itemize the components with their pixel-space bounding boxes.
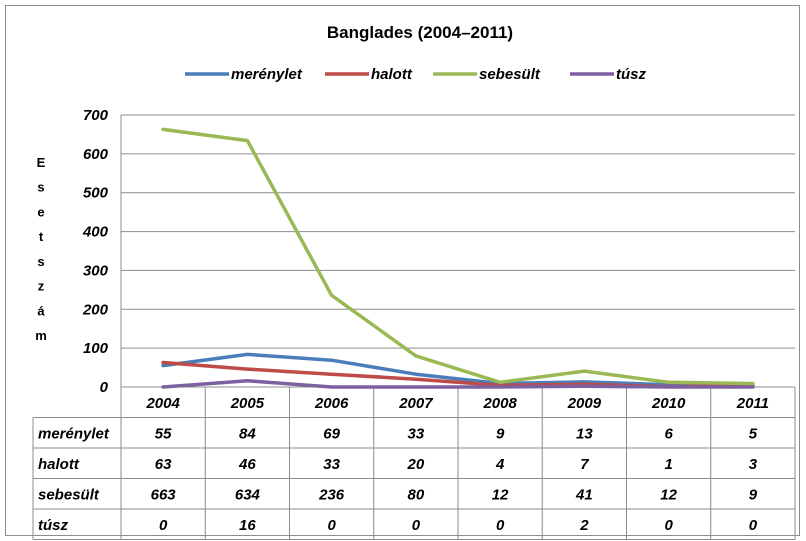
data-label-tusz-2009: 2 (579, 517, 589, 534)
data-label-merenylet-2007: 33 (408, 426, 425, 443)
data-label-halott-2009: 7 (580, 456, 589, 473)
y-axis-label-letter: E (37, 155, 46, 170)
data-label-halott-2010: 1 (664, 456, 672, 473)
data-label-tusz-2008: 0 (496, 517, 505, 534)
data-label-halott-2007: 20 (407, 456, 425, 473)
legend-label-sebesult: sebesült (479, 66, 541, 83)
data-label-merenylet-2006: 69 (323, 426, 340, 443)
data-label-sebesult-2005: 634 (235, 487, 261, 504)
x-tick-2005: 2005 (230, 395, 265, 412)
x-tick-2008: 2008 (482, 395, 517, 412)
data-label-sebesult-2007: 80 (408, 487, 425, 504)
y-tick-600: 600 (83, 146, 109, 163)
data-label-tusz-2006: 0 (327, 517, 336, 534)
y-axis-label-letter: e (37, 204, 44, 219)
data-label-merenylet-2008: 9 (496, 426, 505, 443)
data-label-merenylet-2011: 5 (749, 426, 758, 443)
legend-label-merenylet: merénylet (231, 66, 303, 83)
data-label-sebesult-2008: 12 (492, 487, 509, 504)
table-row-label-tusz: túsz (38, 517, 69, 534)
data-label-halott-2004: 63 (155, 456, 172, 473)
table-row-label-merenylet: merénylet (38, 426, 110, 443)
data-label-sebesult-2010: 12 (660, 487, 677, 504)
table-row-label-sebesult: sebesült (38, 487, 100, 504)
data-label-halott-2011: 3 (749, 456, 758, 473)
data-label-merenylet-2009: 13 (576, 426, 593, 443)
x-tick-2006: 2006 (314, 395, 349, 412)
y-tick-100: 100 (83, 340, 109, 357)
series-line-merenylet (161, 352, 755, 387)
data-label-sebesult-2011: 9 (749, 487, 758, 504)
y-tick-labels: 0 100 200 300 400 500 600 700 (82, 107, 109, 396)
data-label-merenylet-2004: 55 (155, 426, 172, 443)
legend-label-tusz: túsz (616, 66, 647, 83)
series-line-tusz (161, 379, 755, 389)
y-tick-700: 700 (83, 107, 109, 124)
data-label-halott-2005: 46 (238, 456, 256, 473)
x-tick-2007: 2007 (398, 395, 433, 412)
data-label-tusz-2004: 0 (159, 517, 168, 534)
y-tick-400: 400 (82, 224, 109, 241)
table-row-label-halott: halott (38, 456, 80, 473)
gridlines (120, 114, 795, 388)
data-label-tusz-2011: 0 (749, 517, 758, 534)
x-tick-2004: 2004 (145, 395, 180, 412)
y-axis-label-letter: t (39, 229, 44, 244)
data-label-halott-2006: 33 (323, 456, 340, 473)
legend-label-halott: halott (371, 66, 413, 83)
x-tick-2009: 2009 (567, 395, 602, 412)
y-tick-200: 200 (82, 301, 109, 318)
data-label-merenylet-2005: 84 (239, 426, 256, 443)
y-axis-label-letter: s (37, 180, 44, 195)
data-label-sebesult-2006: 236 (318, 487, 345, 504)
y-axis-label-letter: m (35, 328, 47, 343)
y-axis-label-letter: z (38, 279, 45, 294)
y-axis-label-letter: s (37, 254, 44, 269)
series-line-sebesult (161, 127, 755, 386)
data-table: 2004 2005 2006 2007 2008 2009 2010 2011merényle… (32, 386, 796, 540)
data-label-tusz-2010: 0 (664, 517, 673, 534)
y-tick-300: 300 (83, 262, 109, 279)
y-tick-0: 0 (100, 379, 109, 396)
data-label-tusz-2005: 16 (239, 517, 256, 534)
x-tick-2011: 2011 (736, 395, 769, 412)
data-label-sebesult-2009: 41 (575, 487, 593, 504)
data-label-sebesult-2004: 663 (151, 487, 177, 504)
y-axis-label-letter: á (37, 303, 45, 318)
data-label-merenylet-2010: 6 (664, 426, 673, 443)
chart-title: Banglades (2004–2011) (327, 23, 513, 42)
y-tick-500: 500 (83, 185, 109, 202)
data-label-halott-2008: 4 (495, 456, 505, 473)
data-label-tusz-2007: 0 (412, 517, 421, 534)
legend: merénylet halott sebesült túsz (185, 66, 647, 83)
series-lines (161, 127, 755, 389)
x-tick-2010: 2010 (651, 395, 686, 412)
